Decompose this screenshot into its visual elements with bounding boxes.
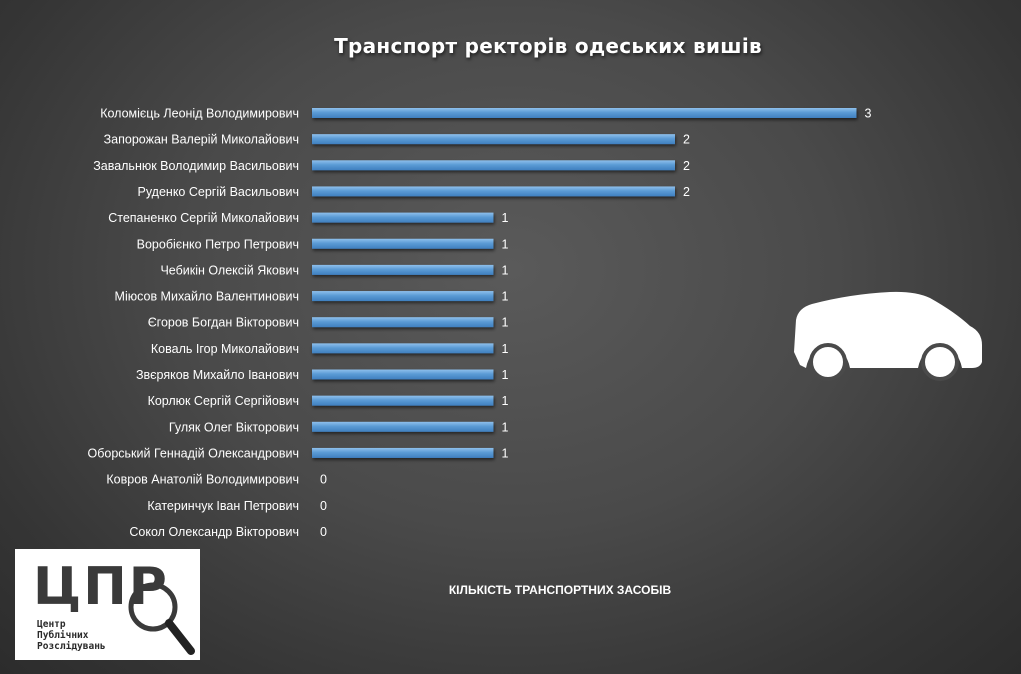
category-label: Воробієнко Петро Петрович [137,237,299,251]
value-label: 1 [502,211,509,225]
bar [312,291,494,302]
value-label: 2 [683,159,690,173]
category-label: Катеринчук Іван Петрович [147,499,299,513]
category-label: Оборський Геннадій Олександрович [88,446,300,460]
logo-line-1: Центр [37,619,66,630]
value-label: 1 [502,394,509,408]
category-label: Коломієць Леонід Володимирович [100,107,299,121]
category-label: Сокол Олександр Вікторович [129,525,299,539]
category-label: Корлюк Сергій Сергійович [148,394,299,408]
category-label: Коваль Ігор Миколайович [151,342,299,356]
bar [312,317,494,328]
x-axis-title: КІЛЬКІСТЬ ТРАНСПОРТНИХ ЗАСОБІВ [448,583,672,597]
category-label: Єгоров Богдан Вікторович [148,316,299,330]
value-label: 1 [502,420,509,434]
logo-line-2: Публічних [37,630,89,641]
value-label: 1 [502,446,509,460]
value-label: 1 [502,290,509,304]
value-label: 1 [502,368,509,382]
value-label: 1 [502,342,509,356]
magnifier-icon [128,582,195,655]
value-label: 2 [683,185,690,199]
car-icon [794,291,982,381]
bar [312,421,494,432]
value-label: 1 [502,237,509,251]
category-label: Звєряков Михайло Іванович [136,368,299,382]
category-label: Чебикін Олексій Якович [160,263,299,277]
bars-layer: Коломієць Леонід Володимирович 3 Запорожан… [88,107,872,539]
value-label: 2 [683,133,690,147]
bar [312,264,494,275]
bar [312,160,675,171]
cpr-logo: ЦПР Центр Публічних Розслідувань [15,549,200,660]
bar [312,369,494,380]
category-label: Запорожан Валерій Миколайович [104,133,299,147]
bar [312,108,857,118]
logo-text: Центр Публічних Розслідувань [37,619,106,652]
bar [312,186,675,197]
bar [312,212,494,223]
category-label: Міюсов Михайло Валентинович [115,290,299,304]
category-label: Гуляк Олег Вікторович [169,420,299,434]
value-label: 0 [320,525,327,539]
category-label: Руденко Сергій Васильович [138,185,300,199]
bar [312,343,494,354]
category-label: Завальнюк Володимир Васильович [93,159,299,173]
value-label: 0 [320,499,327,513]
value-label: 3 [865,107,872,121]
category-label: Степаненко Сергій Миколайович [108,211,299,225]
bar [312,238,494,249]
chart-title: Транспорт ректорів одеських вишів [334,34,762,58]
category-label: Ковров Анатолій Володимирович [106,473,299,487]
value-label: 1 [502,263,509,277]
bar [312,134,675,145]
value-label: 0 [320,473,327,487]
value-label: 1 [502,316,509,330]
bar [312,395,494,406]
logo-line-3: Розслідувань [37,641,106,652]
bar [312,447,494,458]
